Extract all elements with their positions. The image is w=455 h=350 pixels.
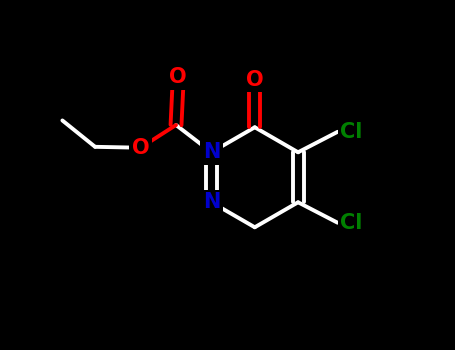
Text: O: O bbox=[132, 138, 149, 158]
Text: O: O bbox=[169, 67, 187, 87]
Text: O: O bbox=[246, 70, 263, 90]
Text: Cl: Cl bbox=[340, 122, 363, 142]
Text: Cl: Cl bbox=[340, 213, 363, 233]
Text: N: N bbox=[203, 192, 220, 212]
Text: N: N bbox=[203, 142, 220, 162]
